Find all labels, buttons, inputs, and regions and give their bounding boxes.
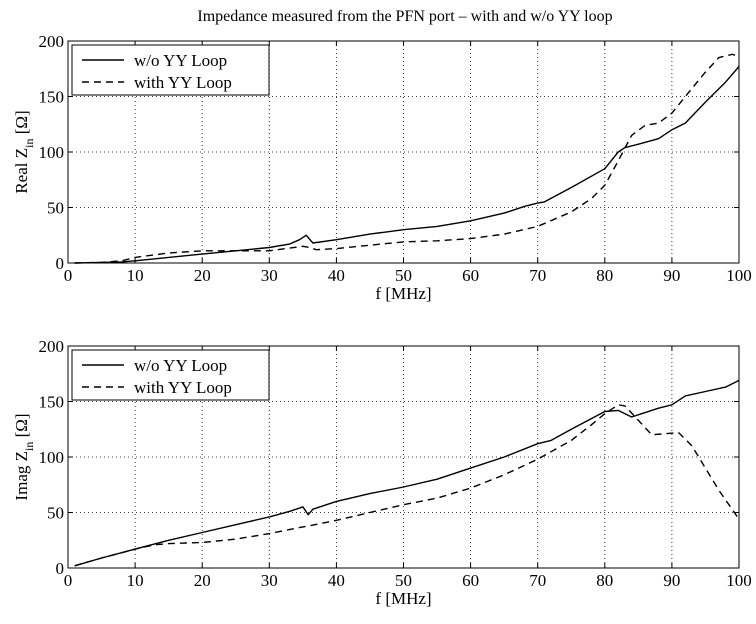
- figure-title: Impedance measured from the PFN port – w…: [197, 8, 612, 25]
- legend-box: [71, 44, 270, 96]
- legend-label: w/o YY Loop: [134, 356, 227, 375]
- y-tick-label: 200: [39, 337, 65, 356]
- x-tick-label: 40: [328, 266, 345, 285]
- x-tick-label: 100: [726, 571, 752, 590]
- x-tick-label: 70: [529, 571, 546, 590]
- x-tick-label: 50: [395, 266, 412, 285]
- x-tick-label: 80: [596, 266, 613, 285]
- x-tick-label: 60: [462, 571, 479, 590]
- y-tick-label: 0: [56, 559, 65, 578]
- series-line-with-yy-loop: [74, 404, 740, 567]
- legend-label: w/o YY Loop: [134, 51, 227, 70]
- x-tick-label: 60: [462, 266, 479, 285]
- x-tick-label: 20: [194, 571, 211, 590]
- x-tick-label: 0: [64, 266, 73, 285]
- x-tick-label: 90: [663, 266, 680, 285]
- y-tick-label: 100: [39, 448, 65, 467]
- y-tick-label: 50: [47, 199, 64, 218]
- series-line-without-yy-loop: [74, 379, 740, 567]
- series-line-without-yy-loop: [74, 66, 740, 264]
- x-tick-label: 70: [529, 266, 546, 285]
- y-axis-label-prefix: Imag Z: [12, 451, 31, 501]
- y-tick-label: 50: [47, 504, 64, 523]
- x-tick-label: 50: [395, 571, 412, 590]
- series-line-with-yy-loop: [74, 53, 740, 264]
- y-tick-label: 150: [39, 88, 65, 107]
- y-axis-label: Real Zin [Ω]: [12, 110, 36, 193]
- x-tick-label: 30: [261, 266, 278, 285]
- legend-label: with YY Loop: [134, 378, 232, 397]
- chart-2: 0 10 20 30 40 50 60 70 80 90 100 0 50 100 150 200 f [MHz…: [12, 337, 752, 608]
- y-axis-label-unit: [Ω]: [12, 413, 31, 441]
- y-axis-label: Imag Zin [Ω]: [12, 413, 36, 500]
- x-tick-label: 0: [64, 571, 73, 590]
- x-tick-label: 100: [726, 266, 752, 285]
- y-tick-label: 150: [39, 393, 65, 412]
- x-tick-label: 30: [261, 571, 278, 590]
- y-axis-label-subscript: in: [22, 139, 36, 148]
- x-axis-label: f [MHz]: [375, 589, 431, 608]
- y-tick-label: 100: [39, 143, 65, 162]
- legend: w/o YY Loop with YY Loop: [71, 44, 270, 96]
- x-tick-label: 10: [127, 266, 144, 285]
- legend-box: [71, 349, 270, 401]
- y-tick-label: 200: [39, 32, 65, 51]
- y-tick-label: 0: [56, 254, 65, 273]
- x-tick-label: 40: [328, 571, 345, 590]
- y-axis-label-unit: [Ω]: [12, 110, 31, 138]
- x-tick-label: 90: [663, 571, 680, 590]
- y-axis-label-subscript: in: [22, 442, 36, 451]
- legend: w/o YY Loop with YY Loop: [71, 349, 270, 401]
- x-tick-label: 20: [194, 266, 211, 285]
- x-tick-label: 80: [596, 571, 613, 590]
- x-axis-label: f [MHz]: [375, 284, 431, 303]
- y-axis-label-prefix: Real Z: [12, 148, 31, 194]
- chart-1: 0 10 20 30 40 50 60 70 80 90 100 0 50 100 150 200 f [MHz…: [12, 32, 752, 303]
- x-tick-label: 10: [127, 571, 144, 590]
- legend-label: with YY Loop: [134, 73, 232, 92]
